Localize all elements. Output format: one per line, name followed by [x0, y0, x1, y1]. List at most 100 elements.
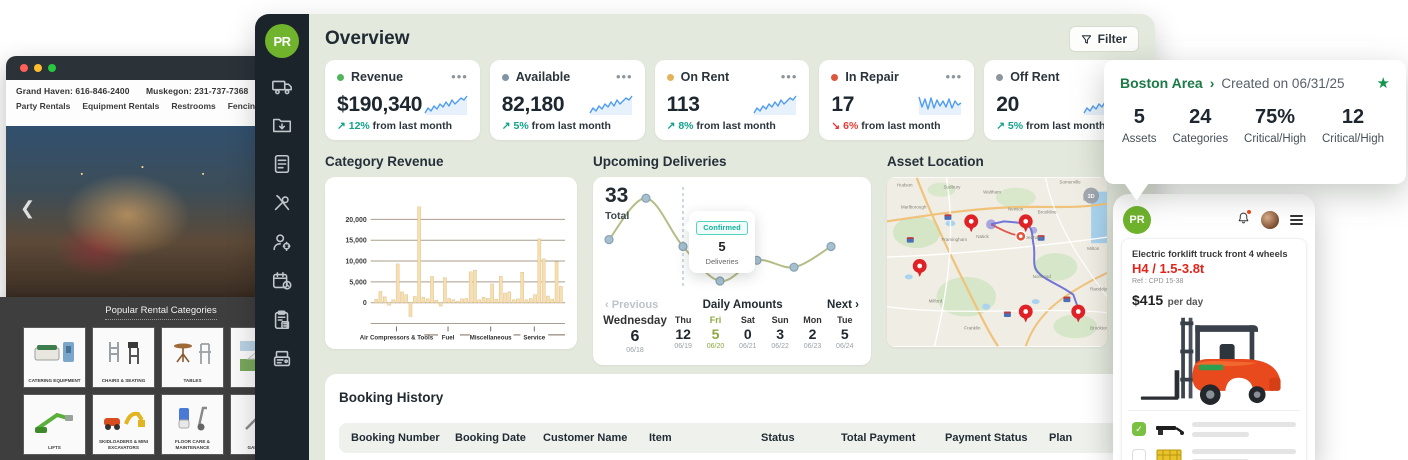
category-card[interactable]: CATERING EQUIPMENT — [23, 327, 86, 388]
carousel-prev-icon[interactable]: ❮ — [20, 198, 36, 218]
sidebar-item-user-settings-icon[interactable] — [271, 231, 293, 253]
trend-down-arrow-icon: ↘ — [831, 120, 841, 132]
product-panel[interactable]: Electric forklift truck front 4 wheels H… — [1121, 238, 1307, 460]
bar — [387, 302, 391, 306]
category-card[interactable]: LIFTS — [23, 394, 86, 455]
user-avatar[interactable] — [1261, 211, 1279, 229]
filter-button[interactable]: Filter — [1068, 26, 1139, 52]
page-title: Overview — [325, 28, 410, 49]
map-pin[interactable] — [912, 259, 927, 277]
site-nav-item[interactable]: Fencing — [227, 101, 261, 111]
accessory-row[interactable]: ✓ — [1132, 420, 1296, 438]
more-options-icon[interactable]: ••• — [451, 69, 468, 84]
asset-location-map[interactable]: HudsonSudburyWalthamSomervilleBostonMarl… — [887, 177, 1107, 347]
town-label: Milton — [1087, 246, 1100, 251]
notifications-bell-icon[interactable] — [1237, 209, 1251, 230]
accessory-checkbox[interactable]: ✓ — [1132, 422, 1146, 436]
booking-history-panel: Booking History Booking Number Booking Da… — [325, 374, 1139, 460]
more-options-icon[interactable]: ••• — [615, 69, 633, 84]
data-point[interactable] — [715, 276, 725, 286]
truck-icon — [272, 80, 292, 95]
column-header[interactable]: Status — [761, 432, 795, 444]
map-pin[interactable] — [1071, 304, 1086, 323]
filter-label: Filter — [1097, 32, 1127, 46]
site-nav-item[interactable]: Equipment Rentals — [82, 101, 160, 111]
stat-card-revenue: Revenue ••• $190,340 ↗ 12% from last mon… — [325, 60, 480, 140]
boston-stat: 5 Assets — [1122, 106, 1157, 147]
sidebar-item-billing-icon[interactable] — [271, 348, 293, 370]
product-price: $415 per day — [1132, 292, 1296, 310]
maximize-button[interactable] — [48, 64, 56, 72]
map-pin[interactable] — [1018, 214, 1033, 233]
category-card[interactable]: SKIDLOADERS & MINI EXCAVATORS — [92, 394, 155, 455]
day-column-sun[interactable]: Sun 3 06/22 — [771, 315, 789, 350]
column-header[interactable]: Item — [649, 432, 672, 444]
category-card[interactable]: FLOOR CARE & MAINTENANCE — [161, 394, 224, 455]
accessory-checkbox[interactable] — [1132, 449, 1146, 460]
sparkline-chart — [753, 95, 797, 115]
more-options-icon[interactable]: ••• — [945, 69, 963, 84]
boston-stats-row: 5 Assets 24 Categories 75% Critical/High 12… — [1120, 92, 1390, 147]
map-canvas[interactable]: HudsonSudburyWalthamSomervilleBostonMarl… — [887, 177, 1107, 347]
day-column-wednesday[interactable]: Wednesday 6 06/18 — [603, 315, 667, 354]
sidebar-item-schedule-icon[interactable] — [271, 270, 293, 292]
day-column-tue[interactable]: Tue 5 06/24 — [836, 315, 854, 350]
next-button[interactable]: Next › — [827, 299, 859, 311]
town-label: Randolph — [1090, 287, 1107, 292]
data-point[interactable] — [641, 193, 651, 203]
column-header[interactable]: Total Payment — [841, 432, 916, 444]
day-column-sat[interactable]: Sat 0 06/21 — [739, 315, 757, 350]
app-logo[interactable]: PR — [1123, 206, 1151, 234]
accessory-text-skeleton — [1192, 448, 1296, 460]
sidebar: PR — [255, 14, 309, 460]
trend-up-arrow-icon: ↗ — [337, 120, 346, 132]
stat-value: $190,340 — [337, 93, 423, 116]
menu-icon[interactable] — [1290, 213, 1303, 227]
deliveries-line-chart — [593, 181, 871, 298]
minimize-button[interactable] — [34, 64, 42, 72]
sidebar-item-folder-icon[interactable] — [271, 114, 293, 136]
site-nav-item[interactable]: Restrooms — [171, 101, 216, 111]
column-header[interactable]: Customer Name — [543, 432, 628, 444]
data-point[interactable] — [826, 241, 836, 252]
area-name-link[interactable]: Boston Area — [1120, 75, 1203, 91]
bar — [473, 269, 477, 303]
previous-button[interactable]: ‹ Previous — [605, 299, 659, 311]
column-header[interactable]: Payment Status — [945, 432, 1028, 444]
map-pin[interactable] — [1018, 304, 1033, 323]
daily-amounts-row: Wednesday 6 06/18 Thu 12 06/19 Fri 5 06/20 Sat… — [593, 311, 871, 354]
map-3d-button[interactable]: 3D — [1083, 187, 1100, 204]
map-pin[interactable] — [964, 214, 979, 233]
data-point[interactable] — [789, 262, 799, 272]
sidebar-item-truck-icon[interactable] — [271, 75, 293, 97]
site-nav-item[interactable]: Party Rentals — [16, 101, 71, 111]
forklift-image — [1140, 317, 1281, 405]
column-header[interactable]: Plan — [1049, 432, 1073, 444]
sparkline-chart — [918, 96, 962, 115]
data-point[interactable] — [678, 241, 688, 252]
day-column-mon[interactable]: Mon 2 06/23 — [803, 315, 822, 350]
star-icon[interactable]: ★ — [1376, 75, 1390, 92]
data-point[interactable] — [604, 234, 614, 245]
category-card[interactable]: CHAIRS & SEATING — [92, 327, 155, 388]
status-dot — [337, 73, 344, 81]
day-column-thu[interactable]: Thu 12 06/19 — [674, 315, 692, 350]
mobile-header-icons — [1237, 209, 1307, 230]
categories-grid: CATERING EQUIPMENT CHAIRS & SEATING TABL… — [23, 327, 293, 455]
sidebar-item-document-icon[interactable] — [271, 153, 293, 175]
category-card[interactable]: TABLES — [161, 327, 224, 388]
stat-cards-row: Revenue ••• $190,340 ↗ 12% from last mon… — [325, 60, 1139, 140]
app-logo[interactable]: PR — [265, 24, 299, 58]
accessory-row[interactable] — [1132, 447, 1296, 460]
column-header[interactable]: Booking Number — [351, 432, 440, 444]
bar — [425, 298, 430, 303]
sidebar-item-report-icon[interactable] — [271, 309, 293, 331]
bar — [434, 299, 439, 303]
column-header[interactable]: Booking Date — [455, 432, 526, 444]
more-options-icon[interactable]: ••• — [780, 69, 798, 84]
product-title: Electric forklift truck front 4 wheels — [1132, 249, 1288, 259]
charts-row: Category Revenue 20,000 15,000 10,000 5,000… — [325, 154, 1139, 365]
day-column-fri[interactable]: Fri 5 06/20 — [706, 315, 725, 350]
sidebar-item-tools-icon[interactable] — [271, 192, 293, 214]
close-button[interactable] — [20, 64, 28, 72]
